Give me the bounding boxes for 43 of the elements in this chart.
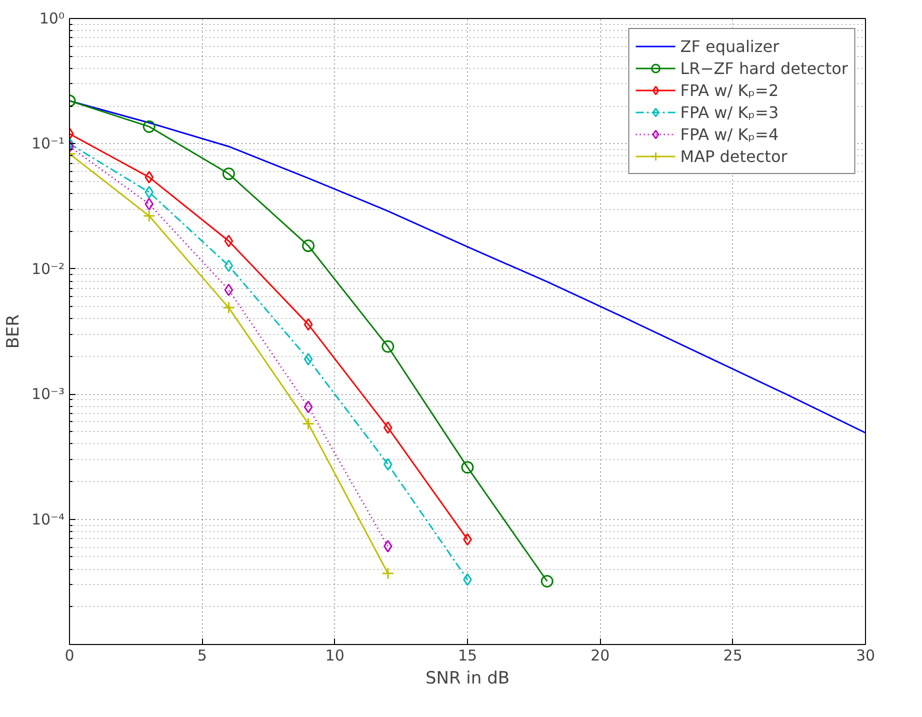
y-tick-label: 10⁰	[39, 10, 65, 28]
x-tick-label: 5	[197, 646, 207, 664]
x-axis-title: SNR in dB	[425, 668, 510, 688]
point	[382, 567, 394, 580]
point	[222, 168, 235, 180]
point	[302, 417, 315, 430]
point	[304, 352, 313, 366]
y-axis-title: BER	[3, 314, 24, 349]
legend-label: FPA w/ Kₚ=3	[680, 102, 779, 123]
point	[142, 210, 156, 222]
point	[224, 259, 234, 272]
x-tick-label: 20	[590, 646, 610, 664]
legend-label: FPA w/ Kₚ=4	[680, 124, 779, 145]
point	[224, 234, 234, 248]
x-tick-label: 15	[458, 646, 478, 664]
y-tick-label: 10⁻¹	[31, 134, 65, 153]
y-tick-label: 10⁻⁴	[31, 510, 65, 528]
line-series	[70, 100, 866, 434]
x-tick-label: 10	[325, 646, 344, 664]
point	[383, 540, 392, 552]
x-tick-label: 0	[64, 646, 74, 664]
point	[144, 170, 154, 184]
point	[144, 186, 154, 198]
y-tick-label: 10⁻²	[31, 260, 65, 278]
y-tick-label: 10⁻³	[31, 385, 65, 404]
x-tick-label: 25	[723, 646, 742, 664]
legend-label: ZF equalizer	[680, 36, 780, 57]
point	[222, 301, 235, 314]
point	[224, 284, 234, 296]
point	[302, 240, 315, 252]
legend-label: MAP detector	[680, 146, 788, 167]
legend-label: LR−ZF hard detector	[680, 58, 848, 79]
x-tick-label: 30	[856, 646, 876, 664]
point	[383, 421, 392, 434]
point	[461, 461, 474, 474]
point	[304, 318, 313, 331]
point	[540, 575, 554, 588]
point	[142, 120, 156, 133]
legend-label: FPA w/ Kₚ=2	[680, 80, 779, 101]
point	[382, 340, 394, 353]
point	[144, 198, 154, 210]
point	[304, 400, 313, 414]
point	[383, 458, 392, 471]
